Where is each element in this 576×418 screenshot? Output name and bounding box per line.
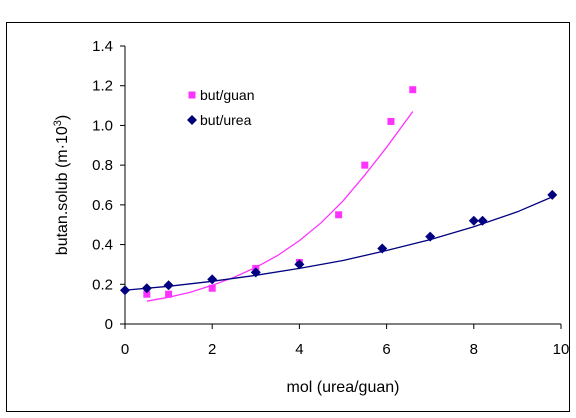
y-tick-label: 1.4 xyxy=(92,38,113,55)
point-but-urea xyxy=(294,259,305,270)
trend-lines xyxy=(124,111,553,302)
y-axis-title-exponent: 3 xyxy=(52,120,64,126)
y-tick-label: 0.8 xyxy=(92,157,113,174)
y-axis-title: butan.solub (m·103) xyxy=(52,115,71,255)
legend-label-but-urea: but/urea xyxy=(200,112,252,128)
point-but-urea xyxy=(163,280,174,291)
point-but-urea xyxy=(250,267,261,278)
legend: but/guan but/urea xyxy=(187,87,255,128)
scatter-chart: 00.20.40.60.81.01.21.40 2 4 6 8 10 but/guanbu… xyxy=(52,38,569,396)
point-but-guan xyxy=(165,290,173,298)
y-tick-label: 0.4 xyxy=(92,237,113,254)
point-but-guan xyxy=(335,211,343,219)
point-but-urea xyxy=(547,189,558,200)
x-tick-label: 0 xyxy=(121,341,129,358)
trendline-but-urea xyxy=(124,196,553,291)
point-but-guan xyxy=(208,284,216,292)
point-but-urea xyxy=(141,283,152,294)
legend-marker-but-urea xyxy=(187,115,197,125)
legend-marker-but-guan xyxy=(188,91,196,99)
x-tick-label: 10 xyxy=(553,341,569,358)
point-but-urea xyxy=(468,215,479,226)
x-tick-label: 2 xyxy=(208,341,216,358)
point-but-guan xyxy=(361,161,369,169)
point-but-guan xyxy=(387,117,395,125)
y-tick-label: 0.6 xyxy=(92,197,113,214)
point-but-urea xyxy=(377,243,388,254)
legend-label-but-guan: but/guan xyxy=(200,87,255,103)
point-but-guan xyxy=(143,290,151,298)
y-tick-label: 1.2 xyxy=(92,78,113,95)
y-tick-label: 0.2 xyxy=(92,276,113,293)
y-axis-title-main: butan.solub (m·10 xyxy=(54,126,71,255)
y-axis-title-close: ) xyxy=(54,115,71,120)
y-tick-label: 1.0 xyxy=(92,117,113,134)
point-but-urea xyxy=(425,231,436,242)
chart-frame: 0 0.2 0.4 0.6 0.8 1.0 1.2 1.4 0 2 4 6 8 10 but/guan bu… xyxy=(6,22,570,412)
y-tick-label: 0 xyxy=(105,316,113,333)
x-tick-label: 8 xyxy=(470,341,478,358)
tick-labels: 0 0.2 0.4 0.6 0.8 1.0 1.2 1.4 0 2 4 6 8 10 xyxy=(92,38,569,358)
x-tick-label: 4 xyxy=(295,341,303,358)
data-points xyxy=(120,86,558,298)
point-but-urea xyxy=(120,285,130,296)
x-tick-label: 6 xyxy=(382,341,390,358)
trendline-but-guan xyxy=(146,111,414,302)
x-axis-title: mol (urea/guan) xyxy=(287,379,400,396)
axes xyxy=(120,45,562,329)
point-but-urea xyxy=(477,215,488,226)
point-but-guan xyxy=(409,86,417,94)
point-but-urea xyxy=(207,274,218,285)
